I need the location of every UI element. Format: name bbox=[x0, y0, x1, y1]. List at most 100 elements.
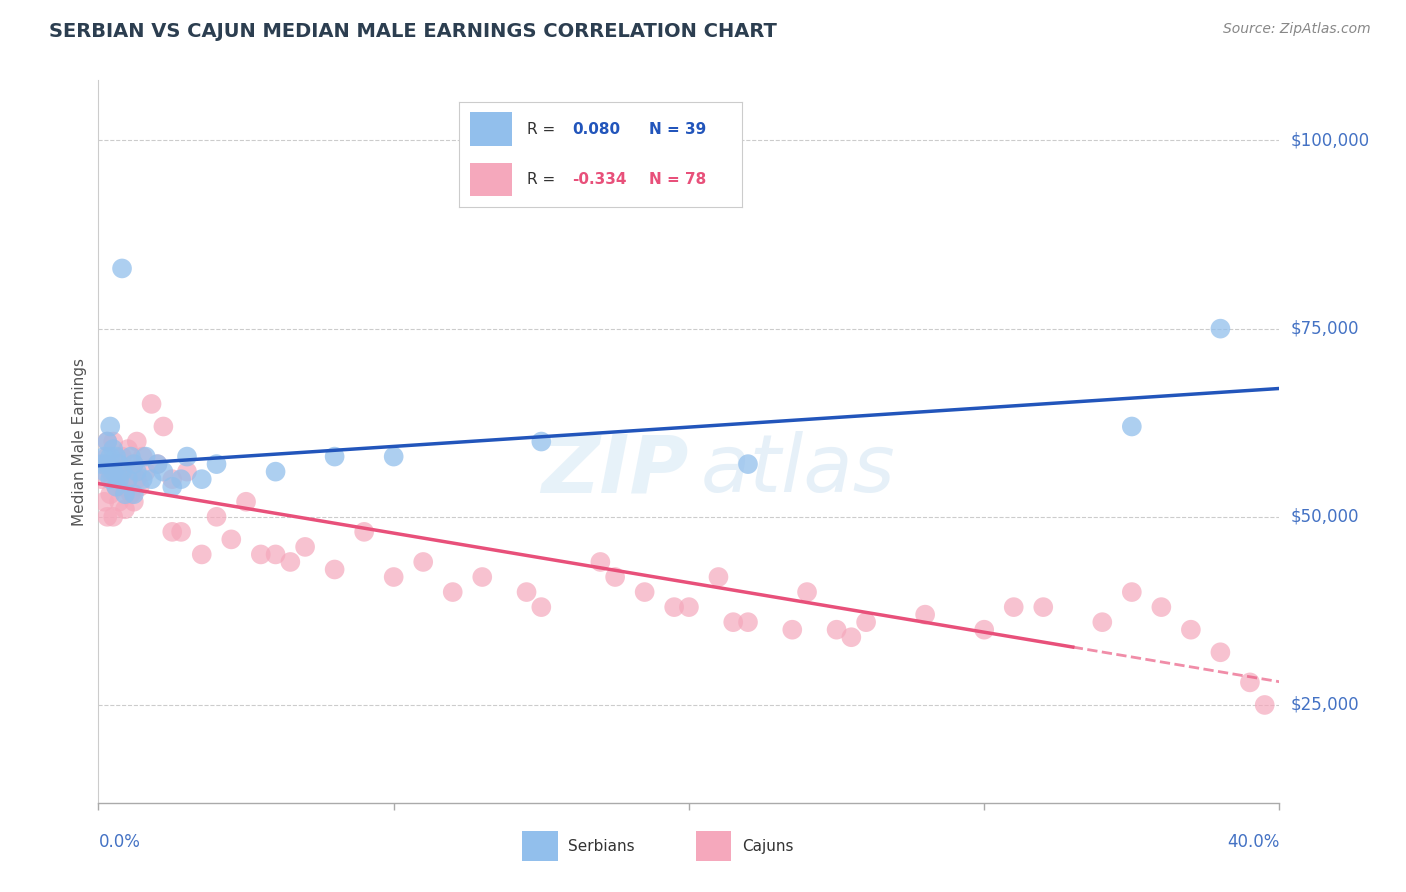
Point bbox=[90, 472, 112, 486]
Point bbox=[323, 450, 346, 464]
Point bbox=[117, 472, 139, 486]
Point bbox=[841, 630, 863, 644]
Point bbox=[707, 570, 730, 584]
Point bbox=[135, 450, 157, 464]
Point bbox=[108, 472, 131, 486]
Text: Source: ZipAtlas.com: Source: ZipAtlas.com bbox=[1223, 22, 1371, 37]
Point bbox=[103, 442, 125, 456]
Point bbox=[205, 509, 228, 524]
Point bbox=[96, 450, 118, 464]
Point bbox=[128, 480, 150, 494]
Point bbox=[323, 562, 346, 576]
Point bbox=[122, 487, 145, 501]
Point bbox=[1032, 600, 1054, 615]
Point bbox=[146, 457, 169, 471]
Point bbox=[664, 600, 686, 615]
Point bbox=[120, 465, 142, 479]
Point bbox=[471, 570, 494, 584]
Point bbox=[205, 457, 228, 471]
Point bbox=[353, 524, 375, 539]
Point bbox=[93, 465, 115, 479]
Text: atlas: atlas bbox=[700, 432, 896, 509]
Point bbox=[141, 397, 163, 411]
Point bbox=[1239, 675, 1261, 690]
Point bbox=[111, 261, 134, 276]
Point bbox=[162, 472, 183, 486]
Text: 0.0%: 0.0% bbox=[98, 833, 141, 851]
Point bbox=[973, 623, 995, 637]
Point bbox=[122, 494, 145, 508]
Point bbox=[98, 465, 121, 479]
Point bbox=[105, 457, 128, 471]
Point bbox=[914, 607, 936, 622]
Point bbox=[1121, 585, 1143, 599]
Point bbox=[441, 585, 464, 599]
Point bbox=[723, 615, 745, 630]
Point bbox=[103, 472, 125, 486]
Text: ZIP: ZIP bbox=[541, 432, 689, 509]
Point bbox=[176, 450, 198, 464]
Point bbox=[191, 472, 214, 486]
Point bbox=[120, 450, 142, 464]
Point bbox=[1002, 600, 1025, 615]
Point bbox=[117, 442, 139, 456]
Point bbox=[235, 494, 257, 508]
Point bbox=[108, 494, 131, 508]
Point bbox=[105, 480, 128, 494]
Point bbox=[1150, 600, 1173, 615]
Point bbox=[98, 450, 121, 464]
Point bbox=[103, 465, 125, 479]
Point bbox=[589, 555, 612, 569]
Point bbox=[120, 487, 142, 501]
Point bbox=[170, 524, 193, 539]
Point bbox=[98, 419, 121, 434]
Point bbox=[114, 465, 136, 479]
Point bbox=[122, 457, 145, 471]
Point bbox=[111, 465, 134, 479]
Point bbox=[103, 434, 125, 449]
Point bbox=[162, 480, 183, 494]
Point bbox=[114, 487, 136, 501]
Text: $50,000: $50,000 bbox=[1291, 508, 1360, 525]
Point bbox=[825, 623, 848, 637]
Point bbox=[108, 465, 131, 479]
Point bbox=[1091, 615, 1114, 630]
Point bbox=[782, 623, 804, 637]
Point bbox=[294, 540, 316, 554]
Point bbox=[250, 548, 273, 562]
Point bbox=[1121, 419, 1143, 434]
Point bbox=[125, 465, 148, 479]
Point bbox=[1254, 698, 1277, 712]
Point bbox=[132, 450, 155, 464]
Point bbox=[96, 434, 118, 449]
Point bbox=[152, 465, 174, 479]
Point bbox=[96, 509, 118, 524]
Point bbox=[264, 548, 287, 562]
Point bbox=[96, 457, 118, 471]
Point bbox=[93, 457, 115, 471]
Point bbox=[264, 465, 287, 479]
Text: $75,000: $75,000 bbox=[1291, 319, 1360, 338]
Point bbox=[103, 509, 125, 524]
Point bbox=[108, 457, 131, 471]
Point bbox=[855, 615, 877, 630]
Point bbox=[146, 457, 169, 471]
Point bbox=[737, 615, 759, 630]
Point bbox=[530, 600, 553, 615]
Point bbox=[530, 434, 553, 449]
Text: SERBIAN VS CAJUN MEDIAN MALE EARNINGS CORRELATION CHART: SERBIAN VS CAJUN MEDIAN MALE EARNINGS CO… bbox=[49, 22, 778, 41]
Point bbox=[125, 472, 148, 486]
Point bbox=[114, 502, 136, 516]
Point bbox=[516, 585, 538, 599]
Point bbox=[117, 472, 139, 486]
Point bbox=[1209, 321, 1232, 335]
Point bbox=[412, 555, 434, 569]
Point bbox=[93, 450, 115, 464]
Point bbox=[176, 465, 198, 479]
Point bbox=[170, 472, 193, 486]
Text: $25,000: $25,000 bbox=[1291, 696, 1360, 714]
Point bbox=[796, 585, 818, 599]
Point bbox=[90, 457, 112, 471]
Point bbox=[141, 472, 163, 486]
Point bbox=[737, 457, 759, 471]
